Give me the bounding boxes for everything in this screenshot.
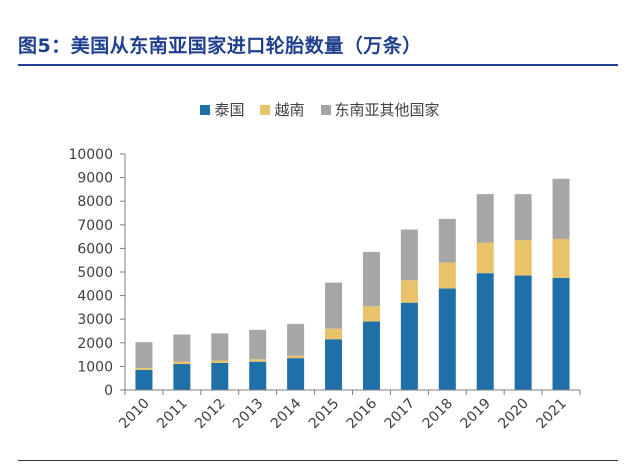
bar-thailand-2020 xyxy=(514,275,532,390)
legend-swatch-other-sea xyxy=(320,104,331,115)
bar-thailand-2014 xyxy=(287,358,305,390)
y-tick-label: 10000 xyxy=(68,147,113,163)
y-tick-label: 7000 xyxy=(77,218,113,234)
bar-vietnam-2016 xyxy=(362,306,380,322)
bar-other-sea-2011 xyxy=(173,334,191,362)
legend-item-other-sea: 东南亚其他国家 xyxy=(320,99,440,120)
bar-other-sea-2010 xyxy=(135,342,153,369)
bar-vietnam-2010 xyxy=(135,368,153,370)
y-tick-label: 0 xyxy=(104,383,113,399)
y-tick-label: 1000 xyxy=(77,359,113,375)
bar-vietnam-2015 xyxy=(325,328,343,340)
legend-item-vietnam: 越南 xyxy=(260,99,305,120)
x-tick-label: 2014 xyxy=(268,395,305,432)
legend-swatch-thailand xyxy=(200,104,211,115)
chart-legend: 泰国 越南 东南亚其他国家 xyxy=(0,99,640,120)
y-tick-label: 9000 xyxy=(77,171,113,187)
x-tick-label: 2018 xyxy=(420,396,457,433)
bar-thailand-2015 xyxy=(325,339,343,390)
bar-other-sea-2019 xyxy=(476,194,494,243)
bar-thailand-2016 xyxy=(362,321,380,390)
bar-vietnam-2014 xyxy=(287,355,305,359)
legend-label-vietnam: 越南 xyxy=(274,101,305,119)
x-tick-label: 2016 xyxy=(344,395,381,432)
bar-vietnam-2018 xyxy=(438,262,456,289)
bar-thailand-2021 xyxy=(552,277,570,390)
x-tick-label: 2021 xyxy=(533,396,570,433)
y-tick-label: 8000 xyxy=(77,194,113,210)
bar-other-sea-2012 xyxy=(211,333,229,361)
bottom-divider xyxy=(18,460,618,461)
bar-thailand-2010 xyxy=(135,369,153,390)
bar-thailand-2011 xyxy=(173,364,191,390)
bar-vietnam-2021 xyxy=(552,238,570,278)
legend-label-thailand: 泰国 xyxy=(214,101,245,119)
x-tick-label: 2019 xyxy=(458,396,495,433)
x-tick-label: 2013 xyxy=(230,396,267,433)
y-tick-label: 5000 xyxy=(77,265,113,281)
bar-vietnam-2013 xyxy=(249,359,267,362)
bar-other-sea-2014 xyxy=(287,323,305,356)
bar-vietnam-2011 xyxy=(173,361,191,365)
bar-thailand-2012 xyxy=(211,362,229,390)
x-tick-label: 2010 xyxy=(116,396,153,433)
page-title: 图5：美国从东南亚国家进口轮胎数量（万条） xyxy=(18,35,422,57)
bar-thailand-2019 xyxy=(476,273,494,390)
y-tick-label: 4000 xyxy=(77,289,113,305)
bar-other-sea-2021 xyxy=(552,178,570,239)
bar-thailand-2013 xyxy=(249,361,267,390)
bar-other-sea-2018 xyxy=(438,218,456,263)
bar-other-sea-2020 xyxy=(514,194,532,241)
bar-vietnam-2019 xyxy=(476,242,494,274)
bar-thailand-2017 xyxy=(400,302,418,390)
x-tick-label: 2017 xyxy=(382,396,419,433)
bar-other-sea-2013 xyxy=(249,329,267,360)
legend-item-thailand: 泰国 xyxy=(200,99,244,120)
bar-thailand-2018 xyxy=(438,288,456,390)
bar-vietnam-2012 xyxy=(211,360,229,363)
bar-other-sea-2015 xyxy=(325,282,343,329)
legend-label-other-sea: 东南亚其他国家 xyxy=(334,101,440,119)
bar-other-sea-2017 xyxy=(400,229,418,281)
bar-vietnam-2020 xyxy=(514,240,532,276)
legend-swatch-vietnam xyxy=(260,104,271,115)
x-tick-label: 2015 xyxy=(306,396,343,433)
title-divider xyxy=(18,64,618,66)
x-tick-label: 2011 xyxy=(154,396,191,433)
bar-other-sea-2016 xyxy=(362,251,380,307)
x-tick-label: 2020 xyxy=(495,396,532,433)
y-tick-label: 3000 xyxy=(77,312,113,328)
bar-vietnam-2017 xyxy=(400,280,418,303)
y-tick-label: 6000 xyxy=(77,241,113,257)
y-tick-label: 2000 xyxy=(77,336,113,352)
x-tick-label: 2012 xyxy=(192,396,229,433)
